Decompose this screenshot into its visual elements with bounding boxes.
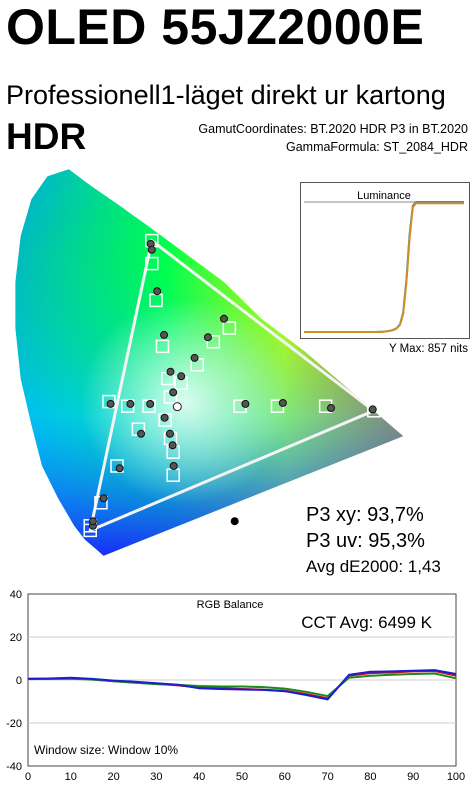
measured-point: [241, 399, 250, 408]
white-point: [172, 402, 182, 412]
p3-uv-stat: P3 uv: 95,3%: [306, 530, 425, 552]
page-title: OLED 55JZ2000E: [6, 0, 425, 55]
luminance-y-max: Y Max: 857 nits: [388, 343, 468, 355]
p3-xy-stat: P3 xy: 93,7%: [306, 504, 424, 526]
y-tick-label: 20: [10, 632, 22, 644]
measured-point: [160, 413, 169, 422]
measured-point: [203, 333, 212, 342]
rgb-balance-chart: RGB Balance CCT Avg: 6499 K Window size:…: [6, 589, 465, 783]
target-box: [110, 459, 124, 473]
measured-point: [160, 330, 169, 339]
luminance-curve: [304, 202, 464, 333]
x-tick-label: 40: [193, 771, 205, 783]
measured-point: [177, 372, 186, 381]
cct-avg-label: CCT Avg: 6499 K: [301, 613, 432, 632]
measured-point: [166, 367, 175, 376]
blue-balance-line: [27, 669, 457, 701]
x-tick-label: 50: [236, 771, 248, 783]
measured-point: [115, 464, 124, 473]
gamma-formula-label: GammaFormula: ST_2084_HDR: [285, 140, 468, 154]
measured-points: [88, 239, 377, 530]
target-gamut-triangle: [88, 237, 377, 533]
measured-point: [278, 398, 287, 407]
measured-point: [165, 429, 174, 438]
measured-point: [137, 429, 146, 438]
target-box: [222, 321, 237, 335]
y-tick-label: -20: [6, 718, 22, 730]
black-point: [230, 517, 239, 526]
target-box: [145, 256, 159, 271]
x-tick-label: 20: [107, 771, 119, 783]
x-tick-label: 60: [279, 771, 291, 783]
measured-point: [168, 441, 177, 450]
luminance-chart: [304, 201, 464, 333]
target-box: [367, 404, 381, 418]
x-tick-label: 90: [407, 771, 419, 783]
target-box: [120, 399, 135, 413]
page-subtitle: Professionell1-läget direkt ur kartong: [6, 80, 446, 110]
target-box: [102, 394, 116, 409]
x-tick-label: 70: [321, 771, 333, 783]
rgb-series: [27, 669, 457, 701]
gamut-coordinates-label: GamutCoordinates: BT.2020 HDR P3 in BT.2…: [198, 122, 468, 136]
measured-point: [106, 399, 115, 408]
luminance-title: Luminance: [357, 190, 411, 202]
mode-label: HDR: [6, 116, 87, 157]
measured-point: [169, 462, 178, 470]
y-tick-label: -40: [6, 761, 22, 773]
x-tick-label: 10: [65, 771, 77, 783]
measured-point: [146, 399, 155, 408]
y-tick-label: 40: [10, 589, 22, 601]
measured-point: [147, 245, 156, 254]
luminance-curve: [304, 201, 464, 333]
x-tick-label: 0: [25, 771, 31, 783]
measured-point: [190, 353, 199, 362]
y-tick-label: 0: [16, 675, 22, 687]
measured-point: [99, 494, 108, 503]
x-tick-label: 30: [150, 771, 162, 783]
measured-point: [126, 399, 135, 408]
window-size-label: Window size: Window 10%: [34, 743, 178, 757]
measured-point: [153, 287, 162, 296]
avg-de2000-stat: Avg dE2000: 1,43: [306, 557, 441, 576]
measured-point: [368, 405, 377, 414]
rgb-balance-title: RGB Balance: [197, 599, 264, 611]
measured-point: [169, 388, 178, 397]
x-tick-label: 100: [447, 771, 465, 783]
measured-point: [88, 517, 97, 526]
measured-point: [220, 314, 228, 323]
target-box: [206, 335, 221, 349]
x-tick-label: 80: [364, 771, 376, 783]
luminance-panel: [300, 182, 470, 339]
target-box: [155, 339, 170, 354]
measured-point: [327, 404, 335, 413]
